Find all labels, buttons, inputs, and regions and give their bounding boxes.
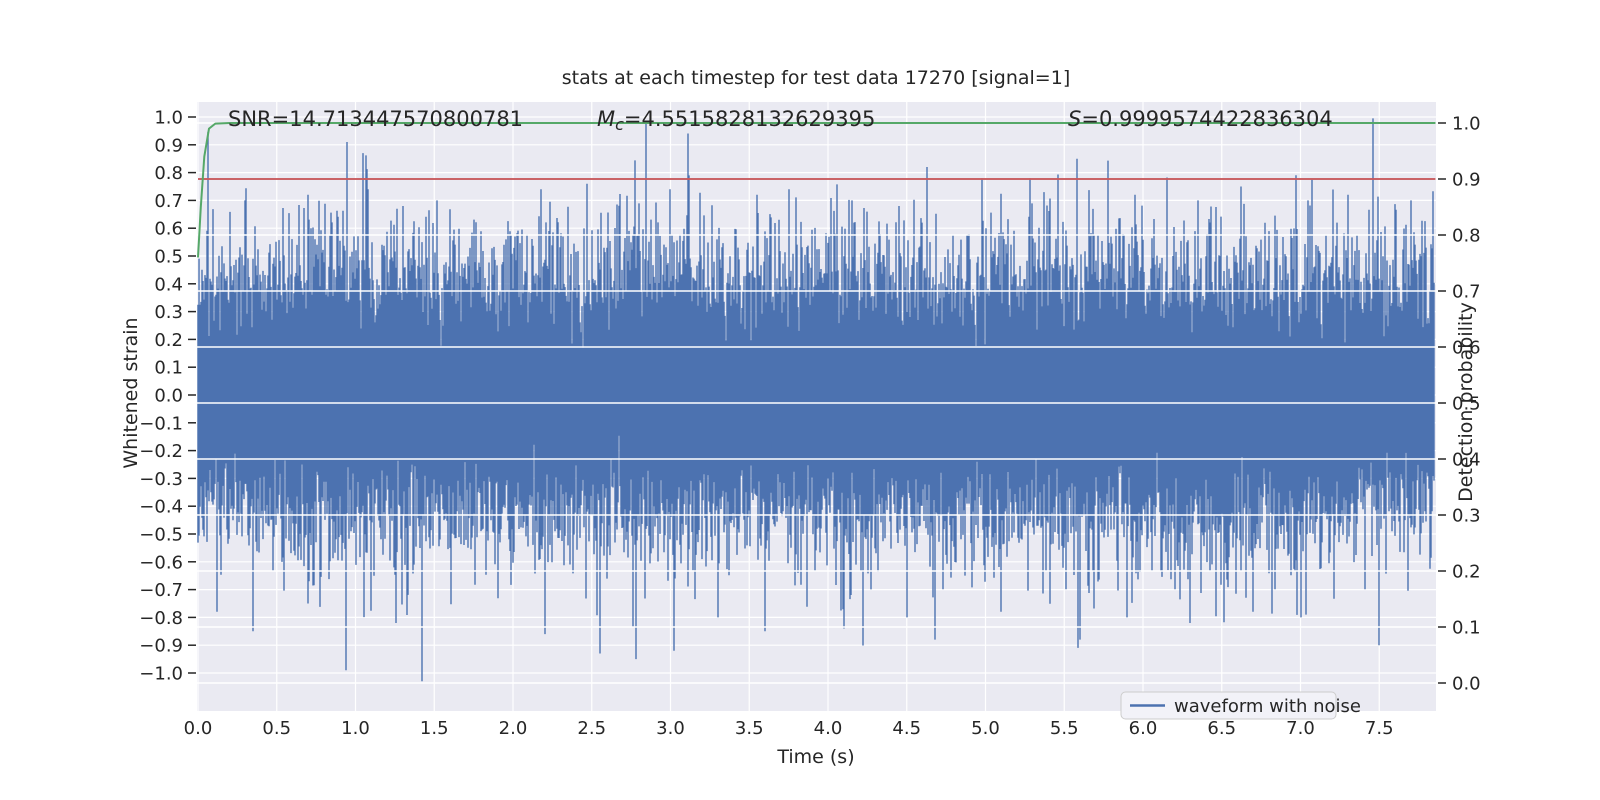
x-tick-label: 3.0 bbox=[656, 718, 685, 739]
y-left-tick-label: −1.0 bbox=[139, 664, 183, 685]
y-left-tick-label: 0.4 bbox=[154, 274, 183, 295]
x-tick-label: 4.0 bbox=[814, 718, 843, 739]
chart-title: stats at each timestep for test data 172… bbox=[562, 67, 1070, 89]
x-tick-label: 2.0 bbox=[499, 718, 528, 739]
x-tick-label: 5.5 bbox=[1050, 718, 1079, 739]
y-left-tick-label: −0.6 bbox=[139, 552, 183, 573]
y-left-tick-label: −0.4 bbox=[139, 497, 183, 518]
x-tick-label: 2.5 bbox=[577, 718, 606, 739]
x-tick-label: 7.0 bbox=[1286, 718, 1315, 739]
s-stat-annotation: S=0.9999574422836304 bbox=[1068, 107, 1333, 131]
chirp-mass-annotation: Mc=4.5515828132629395 bbox=[597, 107, 875, 134]
y-left-tick-label: 0.6 bbox=[154, 219, 183, 240]
y-left-tick-label: −0.5 bbox=[139, 525, 183, 546]
x-tick-label: 0.0 bbox=[184, 718, 213, 739]
y-right-tick-label: 0.3 bbox=[1452, 506, 1481, 527]
s-stat-symbol: S bbox=[1068, 107, 1081, 131]
y-right-tick-label: 0.1 bbox=[1452, 618, 1481, 639]
x-tick-label: 3.5 bbox=[735, 718, 764, 739]
y-right-tick-label: 0.6 bbox=[1452, 338, 1481, 359]
x-tick-label: 5.0 bbox=[971, 718, 1000, 739]
legend: waveform with noise bbox=[1120, 691, 1361, 720]
chirp-mass-value: =4.5515828132629395 bbox=[624, 107, 875, 131]
y-left-tick-label: −0.1 bbox=[139, 413, 183, 434]
x-tick-label: 0.5 bbox=[262, 718, 291, 739]
legend-box bbox=[1120, 691, 1337, 720]
chirp-mass-symbol: M bbox=[597, 107, 615, 131]
y-right-tick-label: 0.7 bbox=[1452, 282, 1481, 303]
y-left-tick-label: 0.3 bbox=[154, 302, 183, 323]
y-left-tick-label: 0.2 bbox=[154, 330, 183, 351]
y-left-tick-label: 0.5 bbox=[154, 247, 183, 268]
x-tick-label: 4.5 bbox=[892, 718, 921, 739]
y-axis-left-label: Whitened strain bbox=[120, 317, 142, 468]
y-right-tick-label: 1.0 bbox=[1452, 114, 1481, 135]
x-tick-label: 7.5 bbox=[1365, 718, 1394, 739]
y-left-tick-label: −0.3 bbox=[139, 469, 183, 490]
x-tick-label: 1.0 bbox=[341, 718, 370, 739]
y-left-tick-label: 0.1 bbox=[154, 358, 183, 379]
axis-ticks: 1.0 0.9 0.8 0.7 0.6 0.5 0.4 0.3 0.2 0.1 0.0 −0.1 −0.… bbox=[139, 108, 1480, 740]
snr-annotation: SNR=14.713447570800781 bbox=[228, 107, 523, 131]
y-left-tick-label: 0.0 bbox=[154, 386, 183, 407]
y-left-tick-label: −0.8 bbox=[139, 608, 183, 629]
y-left-tick-label: 0.9 bbox=[154, 135, 183, 156]
legend-label: waveform with noise bbox=[1174, 696, 1361, 717]
y-right-tick-label: 0.8 bbox=[1452, 226, 1481, 247]
y-right-tick-label: 0.9 bbox=[1452, 170, 1481, 191]
y-left-tick-label: 1.0 bbox=[154, 108, 183, 129]
y-left-tick-label: 0.7 bbox=[154, 191, 183, 212]
y-left-tick-label: −0.2 bbox=[139, 441, 183, 462]
s-stat-value: =0.9999574422836304 bbox=[1081, 107, 1332, 131]
y-axis-right-label: Detection probability bbox=[1455, 302, 1477, 502]
detection-probability-curve bbox=[197, 122, 1436, 258]
x-tick-label: 6.5 bbox=[1207, 718, 1236, 739]
y-left-tick-label: 0.8 bbox=[154, 163, 183, 184]
y-left-tick-label: −0.9 bbox=[139, 636, 183, 657]
x-axis-label: Time (s) bbox=[776, 746, 854, 768]
x-tick-label: 1.5 bbox=[420, 718, 449, 739]
y-left-tick-label: −0.7 bbox=[139, 580, 183, 601]
y-right-tick-label: 0.2 bbox=[1452, 562, 1481, 583]
x-tick-label: 6.0 bbox=[1129, 718, 1158, 739]
y-right-tick-label: 0.0 bbox=[1452, 674, 1481, 695]
chirp-mass-subscript: c bbox=[615, 115, 624, 134]
y-right-tick-label: 0.5 bbox=[1452, 394, 1481, 415]
y-right-tick-label: 0.4 bbox=[1452, 450, 1481, 471]
